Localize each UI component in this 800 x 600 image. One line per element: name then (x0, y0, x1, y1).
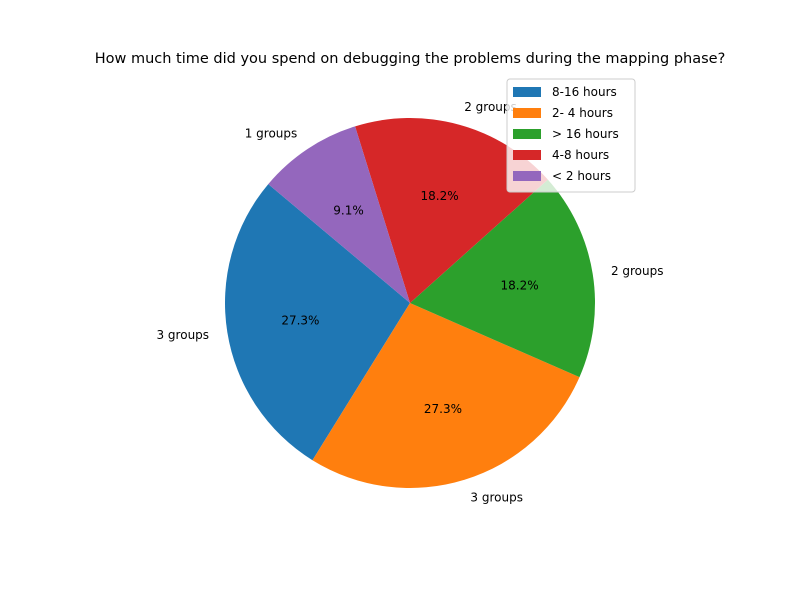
slice-percent-label: 9.1% (333, 204, 364, 218)
legend-swatch (513, 108, 541, 118)
legend-label: 8-16 hours (552, 85, 617, 99)
slice-percent-label: 18.2% (421, 189, 459, 203)
slice-count-label: 2 groups (611, 264, 664, 278)
legend-label: 2- 4 hours (552, 106, 613, 120)
slice-count-label: 1 groups (245, 127, 298, 141)
pie-slice (312, 303, 580, 488)
slice-percent-label: 27.3% (281, 314, 319, 328)
pie-slice (410, 179, 596, 378)
legend-swatch (513, 150, 541, 160)
legend-label: < 2 hours (552, 169, 611, 183)
legend-swatch (513, 87, 541, 97)
slice-count-labels: 3 groups 3 groups 2 groups 2 groups 1 groups (156, 100, 663, 504)
legend-swatch (513, 171, 541, 181)
slice-count-label: 3 groups (156, 328, 209, 342)
legend-swatch (513, 129, 541, 139)
slice-percent-label: 18.2% (501, 278, 539, 292)
pie-slice (224, 184, 410, 461)
slice-count-label: 2 groups (464, 100, 517, 114)
chart-title: How much time did you spend on debugging… (95, 51, 726, 67)
legend-label: 4-8 hours (552, 148, 609, 162)
pie-slices (224, 118, 596, 488)
legend-label: > 16 hours (552, 127, 619, 141)
pie-slice (268, 126, 410, 304)
slice-percent-label: 27.3% (424, 402, 462, 416)
pie-slice (355, 118, 548, 303)
legend-box (506, 78, 636, 193)
slice-count-label: 3 groups (470, 490, 523, 504)
slice-percent-labels: 27.3% 27.3% 18.2% 18.2% 9.1% (281, 189, 538, 416)
legend: 8-16 hours 2- 4 hours > 16 hours 4-8 hours <… (506, 78, 636, 193)
